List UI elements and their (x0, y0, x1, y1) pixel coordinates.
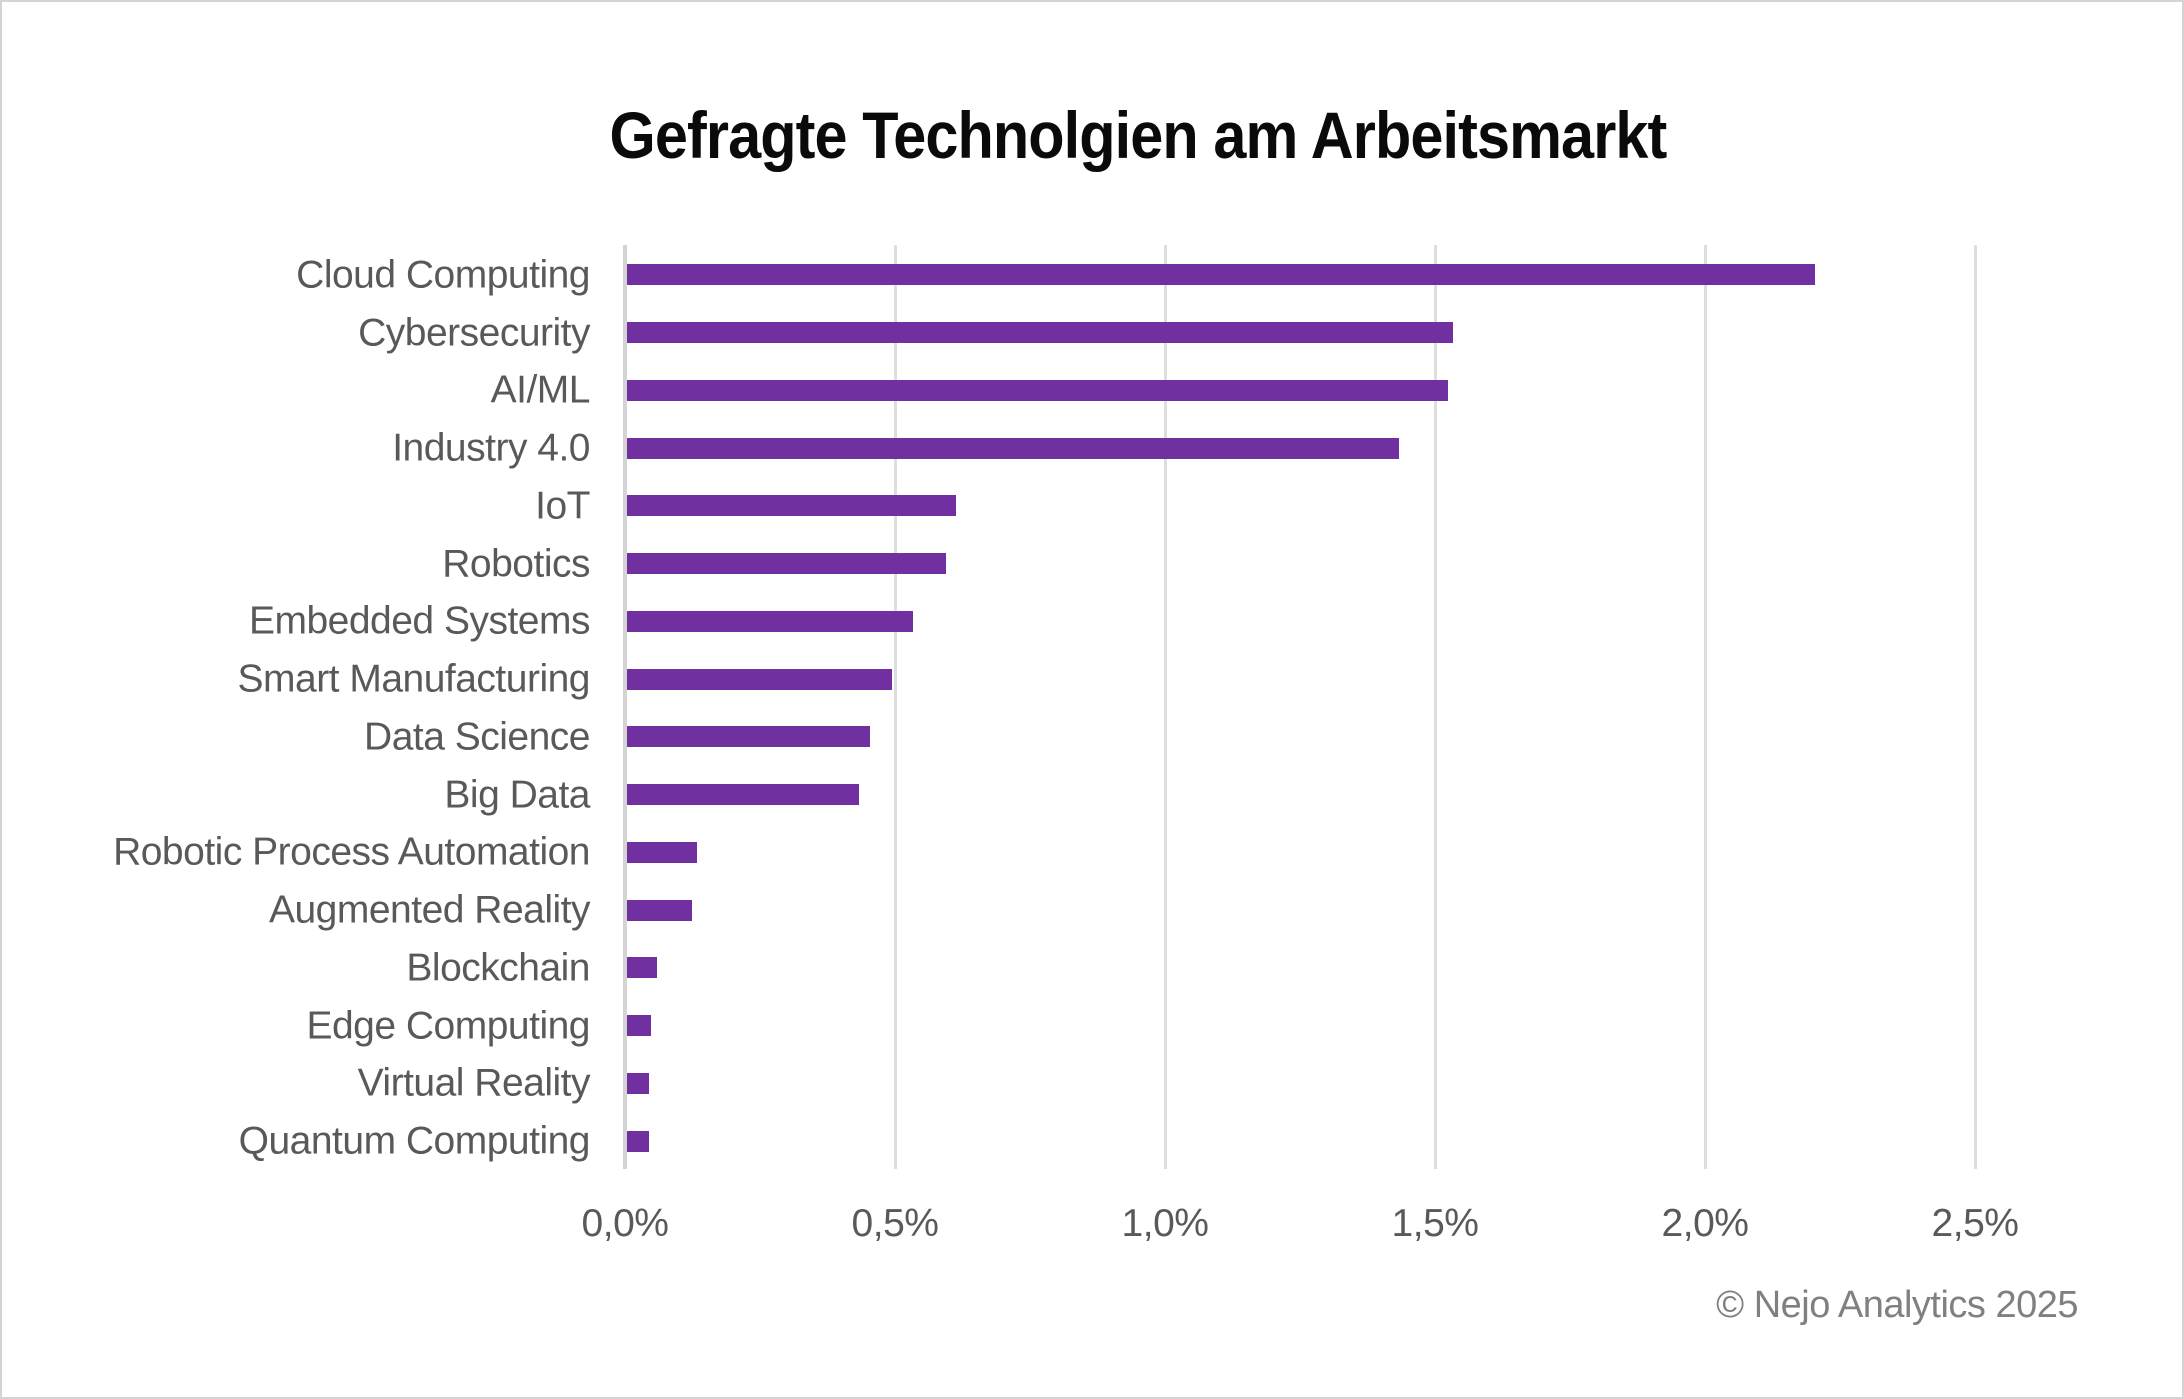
x-tick-label: 2,0% (1661, 1202, 1749, 1245)
category-label: AI/ML (490, 368, 591, 412)
x-tick-label: 1,0% (1121, 1202, 1209, 1245)
bar (627, 437, 1399, 459)
category-label: IoT (535, 484, 590, 528)
category-label: Edge Computing (306, 1004, 590, 1048)
bar (627, 899, 692, 921)
category-label: Industry 4.0 (392, 426, 590, 470)
bar (627, 726, 870, 748)
bar (627, 553, 946, 575)
bar (627, 668, 892, 690)
category-label: Smart Manufacturing (237, 657, 591, 701)
category-label: Quantum Computing (238, 1119, 591, 1163)
category-label: Robotics (442, 542, 590, 586)
x-tick-label: 0,0% (581, 1202, 669, 1245)
bar (627, 957, 657, 979)
gridline (1433, 245, 1437, 1169)
gridline (893, 245, 897, 1169)
bar (627, 322, 1453, 344)
chart-title: Gefragte Technolgien am Arbeitsmarkt (609, 98, 1668, 172)
category-label: Cloud Computing (296, 253, 590, 297)
attribution-text: © Nejo Analytics 2025 (1716, 1284, 2078, 1326)
category-label: Data Science (364, 715, 590, 759)
bar (627, 495, 956, 517)
gridline (1973, 245, 1977, 1169)
x-tick-label: 2,5% (1931, 1202, 2019, 1245)
bar (627, 610, 913, 632)
bar (627, 841, 697, 863)
bar (627, 784, 859, 806)
bar (627, 379, 1448, 401)
category-label: Embedded Systems (248, 599, 591, 643)
bar (627, 1015, 651, 1037)
category-label: Blockchain (406, 946, 590, 990)
gridline (1163, 245, 1167, 1169)
category-label: Cybersecurity (358, 311, 590, 355)
category-label: Augmented Reality (268, 888, 591, 932)
bar (627, 264, 1815, 286)
category-label: Big Data (444, 773, 590, 817)
category-label: Virtual Reality (357, 1061, 591, 1105)
category-label: Robotic Process Automation (113, 830, 590, 874)
x-tick-label: 1,5% (1391, 1202, 1479, 1245)
x-tick-label: 0,5% (851, 1202, 939, 1245)
y-axis-line (623, 245, 627, 1169)
bar (627, 1072, 649, 1094)
gridline (1703, 245, 1707, 1169)
bar (627, 1130, 649, 1152)
